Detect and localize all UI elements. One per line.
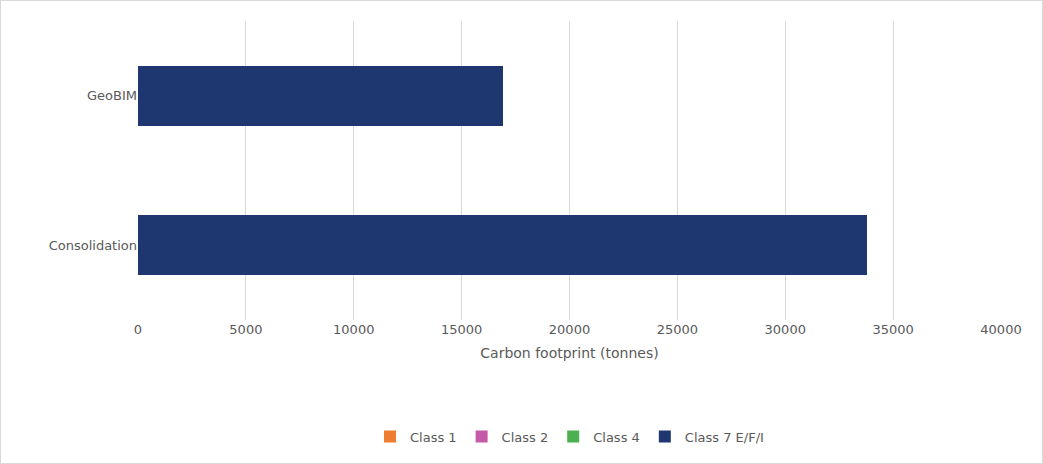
svg-text:35000: 35000: [872, 322, 913, 337]
svg-text:20000: 20000: [549, 322, 590, 337]
svg-text:15000: 15000: [441, 322, 482, 337]
svg-text:25000: 25000: [657, 322, 698, 337]
svg-text:Consolidation: Consolidation: [49, 238, 137, 253]
svg-text:Class 1: Class 1: [410, 430, 457, 445]
svg-text:Class 4: Class 4: [593, 430, 640, 445]
svg-text:40000: 40000: [980, 322, 1021, 337]
svg-text:Carbon footprint (tonnes): Carbon footprint (tonnes): [480, 345, 658, 361]
svg-text:GeoBIM: GeoBIM: [87, 88, 137, 103]
svg-text:0: 0: [134, 322, 142, 337]
svg-text:10000: 10000: [333, 322, 374, 337]
svg-text:30000: 30000: [765, 322, 806, 337]
svg-text:Class 2: Class 2: [502, 430, 549, 445]
svg-text:Class 7 E/F/I: Class 7 E/F/I: [685, 430, 764, 445]
svg-text:5000: 5000: [229, 322, 262, 337]
